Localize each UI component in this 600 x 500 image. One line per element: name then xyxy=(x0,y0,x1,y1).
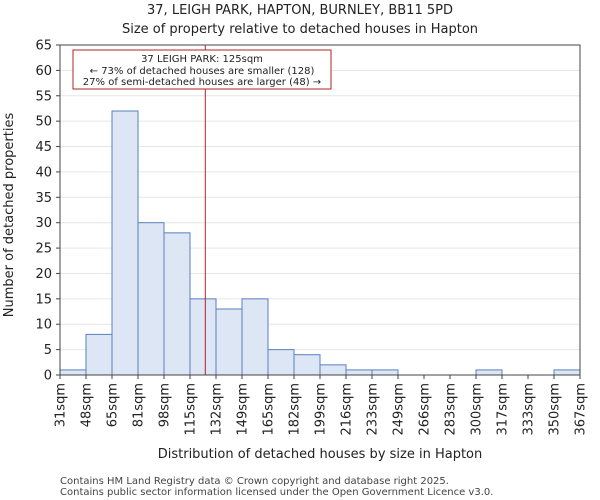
y-tick-label: 15 xyxy=(35,292,52,307)
bar-31sqm xyxy=(59,369,87,376)
x-tick-label: 31sqm xyxy=(54,383,69,427)
y-tick-label: 25 xyxy=(35,242,52,257)
bar-149sqm xyxy=(241,298,269,376)
footer-line1: Contains HM Land Registry data © Crown c… xyxy=(60,476,449,487)
x-tick-label: 300sqm xyxy=(470,383,485,436)
x-tick-label: 216sqm xyxy=(340,383,355,436)
y-tick-label: 50 xyxy=(35,115,52,130)
x-tick-label: 333sqm xyxy=(522,383,537,436)
bar-182sqm xyxy=(293,354,321,376)
annotation-frame xyxy=(72,49,332,90)
bar-300sqm xyxy=(475,369,503,376)
bar-199sqm xyxy=(319,364,347,376)
y-axis: 0 5 10 15 20 25 30 35 40 45 50 55 60 65 xyxy=(35,39,60,384)
chart-title-line2: Size of property relative to detached ho… xyxy=(122,22,478,37)
bars xyxy=(59,110,581,376)
annotation-box: 37 LEIGH PARK: 125sqm ← 73% of detached … xyxy=(72,49,332,90)
bar-81sqm xyxy=(137,222,165,376)
bar-48sqm xyxy=(85,333,113,376)
x-tick-label: 98sqm xyxy=(158,383,173,427)
x-axis: 31sqm 48sqm 65sqm 81sqm 98sqm 115sqm 132sqm 149… xyxy=(54,375,589,436)
bar-165sqm xyxy=(267,349,295,376)
y-tick-label: 30 xyxy=(35,216,52,231)
x-tick-label: 115sqm xyxy=(184,383,199,436)
bar-216sqm xyxy=(345,369,373,376)
y-axis-label: Number of detached properties xyxy=(2,113,17,318)
bar-233sqm xyxy=(371,369,399,376)
x-axis-label: Distribution of detached houses by size … xyxy=(158,447,483,462)
bar-132sqm xyxy=(215,308,243,376)
y-tick-label: 35 xyxy=(35,191,52,206)
x-tick-label: 165sqm xyxy=(262,383,277,436)
y-tick-label: 5 xyxy=(44,343,52,358)
x-tick-label: 149sqm xyxy=(236,383,251,436)
annotation-line1: 37 LEIGH PARK: 125sqm xyxy=(141,54,263,65)
footer-line2: Contains public sector information licen… xyxy=(60,487,493,498)
y-tick-label: 40 xyxy=(35,165,52,180)
x-tick-label: 132sqm xyxy=(210,383,225,436)
y-tick-label: 10 xyxy=(35,318,52,333)
x-tick-label: 283sqm xyxy=(444,383,459,436)
y-tick-label: 65 xyxy=(35,39,52,54)
annotation-line3: 27% of semi-detached houses are larger (… xyxy=(83,77,321,88)
chart-title-line1: 37, LEIGH PARK, HAPTON, BURNLEY, BB11 5P… xyxy=(147,3,453,18)
x-tick-label: 249sqm xyxy=(392,383,407,436)
x-tick-label: 317sqm xyxy=(496,383,511,436)
annotation-line2: ← 73% of detached houses are smaller (12… xyxy=(90,66,315,77)
y-tick-label: 45 xyxy=(35,140,52,155)
bar-350sqm xyxy=(553,369,581,376)
x-tick-label: 266sqm xyxy=(418,383,433,436)
x-tick-label: 182sqm xyxy=(288,383,303,436)
bar-115sqm xyxy=(189,298,217,376)
y-tick-label: 0 xyxy=(44,369,52,384)
bar-65sqm xyxy=(111,110,139,376)
x-tick-label: 48sqm xyxy=(80,383,95,427)
x-tick-label: 81sqm xyxy=(132,383,147,427)
y-tick-label: 55 xyxy=(35,89,52,104)
x-tick-label: 350sqm xyxy=(548,383,563,436)
y-tick-label: 60 xyxy=(35,64,52,79)
y-tick-label: 20 xyxy=(35,267,52,282)
bar-98sqm xyxy=(163,232,191,376)
x-tick-label: 199sqm xyxy=(314,383,329,436)
x-tick-label: 65sqm xyxy=(106,383,121,427)
x-tick-label: 367sqm xyxy=(574,383,589,436)
x-tick-label: 233sqm xyxy=(366,383,381,436)
